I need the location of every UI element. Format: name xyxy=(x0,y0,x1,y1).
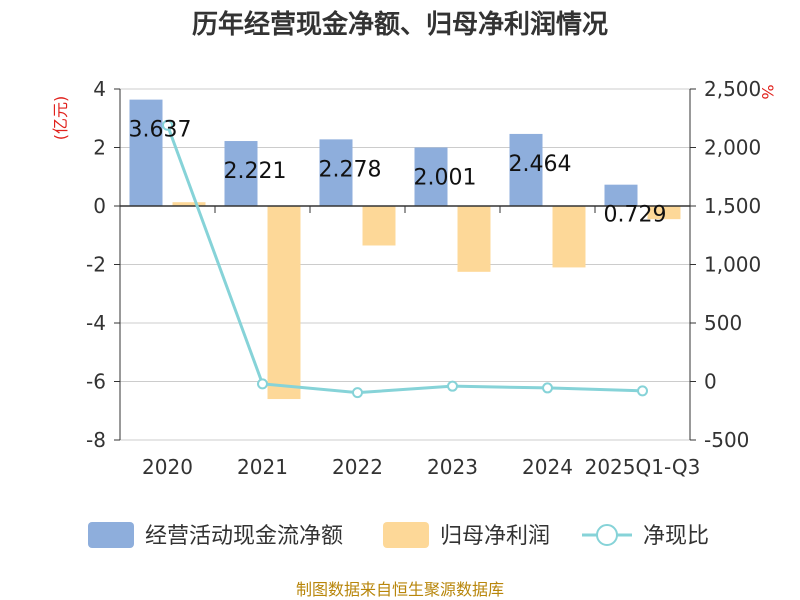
line-series xyxy=(162,119,648,399)
cash-ratio-point xyxy=(637,385,648,397)
cashflow-data-label: 2.221 xyxy=(224,159,287,184)
cash-ratio-point xyxy=(162,119,173,131)
category-label: 2021 xyxy=(237,455,288,479)
grid-lines xyxy=(120,88,690,441)
left-tick-label: 0 xyxy=(93,194,106,218)
category-label: 2020 xyxy=(142,455,193,479)
net-profit-bar xyxy=(457,206,491,272)
legend-label-cashflow: 经营活动现金流净额 xyxy=(145,524,343,549)
cashflow-data-label: 2.278 xyxy=(319,157,382,182)
net-profit-bar xyxy=(172,202,206,206)
right-tick-label: 0 xyxy=(704,370,717,394)
cashflow-data-label: 2.464 xyxy=(509,152,572,177)
cash-ratio-point xyxy=(447,380,458,392)
bar-series xyxy=(129,99,681,400)
chart-title: 历年经营现金净额、归母净利润情况 xyxy=(192,9,608,40)
cash-ratio-line xyxy=(166,124,643,395)
cashflow-bar xyxy=(509,133,543,206)
legend-label-net-profit: 归母净利润 xyxy=(440,524,550,549)
net-profit-bar xyxy=(267,206,301,400)
net-profit-bar xyxy=(647,206,681,220)
cashflow-bar xyxy=(224,141,258,206)
right-tick-label: -500 xyxy=(704,428,749,452)
category-label: 2023 xyxy=(427,455,478,479)
category-label: 2022 xyxy=(332,455,383,479)
right-axis-unit: % xyxy=(758,84,777,99)
cashflow-data-label: 3.637 xyxy=(129,118,192,143)
cashflow-bar xyxy=(319,139,353,206)
right-tick-label: 1,000 xyxy=(704,253,761,277)
cash-ratio-point xyxy=(257,378,268,390)
legend-swatch-net-profit xyxy=(383,522,429,548)
source-note: 制图数据来自恒生聚源数据库 xyxy=(296,580,504,599)
right-tick-label: 2,500 xyxy=(704,77,761,101)
cash-ratio-point xyxy=(352,387,363,399)
legend-swatch-cashflow xyxy=(88,522,134,548)
right-tick-label: 500 xyxy=(704,311,742,335)
cashflow-data-label: 0.729 xyxy=(604,203,667,228)
left-tick-label: -2 xyxy=(86,253,106,277)
legend-swatch-marker xyxy=(596,524,618,546)
data-labels: 3.637 2.221 2.278 2.001 2.464 0.729 xyxy=(129,118,667,228)
cashflow-data-label: 2.001 xyxy=(414,165,477,190)
left-tick-label: 2 xyxy=(93,136,106,160)
left-tick-label: 4 xyxy=(93,77,106,101)
left-tick-label: -4 xyxy=(86,311,106,335)
category-label: 2024 xyxy=(522,455,573,479)
left-tick-label: -6 xyxy=(86,370,106,394)
left-tick-label: -8 xyxy=(86,428,106,452)
cash-ratio-point xyxy=(542,382,553,394)
cashflow-bar xyxy=(604,184,638,206)
net-profit-bar xyxy=(552,206,586,268)
right-tick-label: 2,000 xyxy=(704,136,761,160)
axes: 420-2-4-6-82,5002,0001,5001,0005000-5002… xyxy=(86,77,761,479)
category-label: 2025Q1-Q3 xyxy=(585,455,701,479)
legend: 经营活动现金流净额 归母净利润 净现比 xyxy=(88,522,709,549)
legend-label-cash-ratio: 净现比 xyxy=(643,524,709,549)
cashflow-bar xyxy=(414,147,448,206)
right-tick-label: 1,500 xyxy=(704,194,761,218)
left-axis-unit: (亿元) xyxy=(51,96,70,141)
cashflow-bar xyxy=(129,99,163,206)
net-profit-bar xyxy=(362,206,396,246)
